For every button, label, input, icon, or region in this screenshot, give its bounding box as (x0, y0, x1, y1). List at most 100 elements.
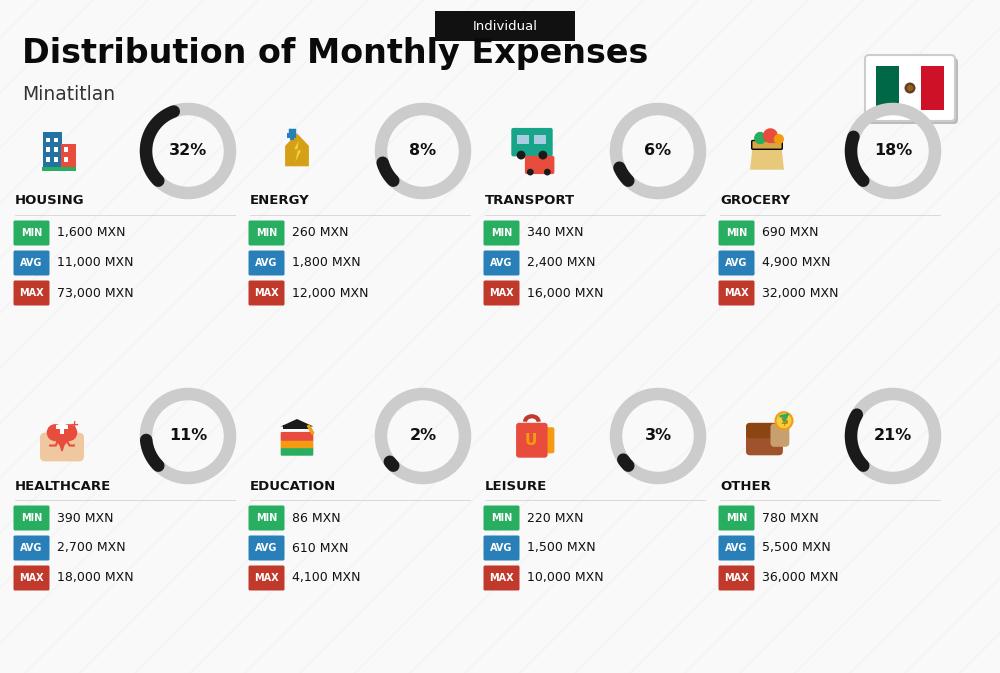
Text: 36,000 MXN: 36,000 MXN (762, 571, 838, 584)
FancyBboxPatch shape (14, 221, 50, 246)
Text: $: $ (780, 416, 788, 426)
FancyBboxPatch shape (248, 565, 285, 590)
FancyBboxPatch shape (718, 281, 755, 306)
FancyBboxPatch shape (14, 565, 50, 590)
FancyBboxPatch shape (248, 221, 285, 246)
Circle shape (907, 85, 913, 91)
Text: 1,500 MXN: 1,500 MXN (527, 542, 596, 555)
FancyBboxPatch shape (746, 423, 783, 438)
FancyBboxPatch shape (484, 565, 520, 590)
Text: AVG: AVG (255, 258, 278, 268)
Bar (54, 157, 58, 162)
Text: AVG: AVG (490, 543, 513, 553)
Text: 3%: 3% (644, 429, 672, 444)
Bar (42, 167, 76, 171)
Text: 32,000 MXN: 32,000 MXN (762, 287, 838, 299)
Bar (876, 66, 899, 110)
Bar (517, 135, 529, 144)
Text: 1,800 MXN: 1,800 MXN (292, 256, 361, 269)
FancyBboxPatch shape (718, 505, 755, 530)
Text: MAX: MAX (19, 573, 44, 583)
Text: TRANSPORT: TRANSPORT (485, 194, 575, 207)
FancyBboxPatch shape (484, 250, 520, 275)
Bar (56, 425, 68, 429)
Text: MAX: MAX (19, 288, 44, 298)
Bar (60, 423, 64, 434)
Text: MIN: MIN (491, 513, 512, 523)
Text: HEALTHCARE: HEALTHCARE (15, 479, 111, 493)
Text: 220 MXN: 220 MXN (527, 511, 584, 524)
FancyBboxPatch shape (248, 536, 285, 561)
FancyBboxPatch shape (14, 505, 50, 530)
Text: 5,500 MXN: 5,500 MXN (762, 542, 831, 555)
Text: EDUCATION: EDUCATION (250, 479, 336, 493)
Circle shape (47, 424, 64, 441)
Text: MIN: MIN (726, 228, 747, 238)
FancyBboxPatch shape (525, 156, 554, 174)
Text: 2,400 MXN: 2,400 MXN (527, 256, 596, 269)
Circle shape (754, 132, 766, 144)
Text: 11%: 11% (169, 429, 207, 444)
Bar (64, 157, 68, 162)
Bar (64, 147, 68, 152)
Bar (283, 425, 311, 429)
Text: MIN: MIN (21, 228, 42, 238)
Text: 2,700 MXN: 2,700 MXN (57, 542, 126, 555)
FancyBboxPatch shape (435, 11, 575, 41)
Text: MAX: MAX (254, 573, 279, 583)
Text: AVG: AVG (255, 543, 278, 553)
Text: +: + (70, 420, 80, 430)
Text: 18%: 18% (874, 143, 912, 159)
FancyBboxPatch shape (281, 447, 313, 456)
Circle shape (904, 83, 916, 94)
FancyBboxPatch shape (516, 423, 548, 458)
Polygon shape (281, 419, 313, 427)
FancyBboxPatch shape (281, 432, 313, 441)
Text: 10,000 MXN: 10,000 MXN (527, 571, 604, 584)
Text: MIN: MIN (256, 228, 277, 238)
Text: MIN: MIN (726, 513, 747, 523)
FancyBboxPatch shape (484, 536, 520, 561)
Bar (43, 133, 62, 170)
Polygon shape (48, 433, 76, 448)
Text: 21%: 21% (874, 429, 912, 444)
Circle shape (544, 169, 551, 176)
Text: 4,100 MXN: 4,100 MXN (292, 571, 360, 584)
Text: 12,000 MXN: 12,000 MXN (292, 287, 368, 299)
Text: 340 MXN: 340 MXN (527, 227, 584, 240)
Bar (61, 144, 76, 170)
FancyBboxPatch shape (14, 250, 50, 275)
Text: 390 MXN: 390 MXN (57, 511, 114, 524)
FancyBboxPatch shape (511, 128, 553, 156)
Bar (921, 66, 944, 110)
FancyBboxPatch shape (718, 565, 755, 590)
Text: MAX: MAX (724, 288, 749, 298)
FancyBboxPatch shape (484, 281, 520, 306)
FancyBboxPatch shape (718, 250, 755, 275)
Bar (46, 147, 50, 152)
FancyBboxPatch shape (484, 505, 520, 530)
FancyBboxPatch shape (248, 505, 285, 530)
Bar (46, 138, 50, 143)
FancyBboxPatch shape (14, 281, 50, 306)
Text: 16,000 MXN: 16,000 MXN (527, 287, 604, 299)
Text: 260 MXN: 260 MXN (292, 227, 349, 240)
Circle shape (538, 151, 547, 160)
FancyBboxPatch shape (14, 536, 50, 561)
Text: U: U (525, 433, 537, 448)
FancyBboxPatch shape (868, 58, 958, 124)
FancyBboxPatch shape (533, 427, 554, 454)
Text: 690 MXN: 690 MXN (762, 227, 818, 240)
Text: MAX: MAX (254, 288, 279, 298)
FancyBboxPatch shape (746, 423, 783, 456)
Text: 86 MXN: 86 MXN (292, 511, 341, 524)
Text: MAX: MAX (489, 573, 514, 583)
Text: GROCERY: GROCERY (720, 194, 790, 207)
Bar (287, 133, 296, 138)
Circle shape (60, 424, 77, 441)
Text: 11,000 MXN: 11,000 MXN (57, 256, 134, 269)
Circle shape (774, 134, 784, 144)
Polygon shape (294, 140, 301, 162)
FancyBboxPatch shape (718, 536, 755, 561)
Text: HOUSING: HOUSING (15, 194, 85, 207)
